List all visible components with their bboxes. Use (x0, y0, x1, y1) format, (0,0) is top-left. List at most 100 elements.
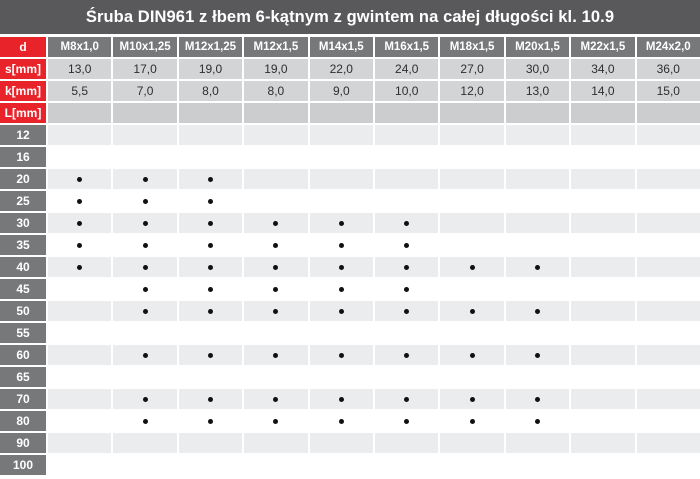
availability-cell (113, 367, 177, 387)
availability-cell (178, 345, 243, 365)
availability-dot (142, 396, 148, 402)
availability-cell (440, 147, 504, 167)
availability-dot (469, 396, 475, 402)
availability-cell (636, 235, 700, 255)
availability-dot (404, 352, 410, 358)
availability-cell (178, 301, 243, 321)
availability-cell (505, 257, 570, 277)
availability-cell (636, 345, 700, 365)
dimension-value: 30,0 (505, 59, 570, 79)
availability-cell (113, 125, 177, 145)
availability-cell (375, 169, 439, 189)
availability-dot (207, 308, 213, 314)
availability-dot (273, 264, 279, 270)
availability-dot (77, 198, 83, 204)
availability-cell (505, 389, 570, 409)
length-section-cell (113, 103, 177, 123)
availability-cell (505, 301, 570, 321)
length-row-label: 60 (0, 345, 46, 365)
availability-cell (48, 345, 112, 365)
availability-dot (207, 220, 213, 226)
availability-cell (375, 257, 439, 277)
availability-cell (571, 191, 635, 211)
availability-dot (273, 286, 279, 292)
availability-cell (375, 411, 439, 431)
availability-dot (469, 264, 475, 270)
availability-dot (207, 198, 213, 204)
availability-cell (505, 279, 570, 299)
dimension-value: 19,0 (178, 59, 243, 79)
length-row-label: 45 (0, 279, 46, 299)
availability-cell (309, 455, 373, 475)
availability-cell (571, 257, 635, 277)
availability-dot (404, 308, 410, 314)
availability-cell (244, 301, 308, 321)
availability-dot (142, 264, 148, 270)
availability-cell (309, 345, 373, 365)
availability-cell (48, 367, 112, 387)
availability-dot (404, 264, 410, 270)
availability-cell (113, 455, 177, 475)
availability-dot (534, 418, 540, 424)
availability-cell (244, 213, 308, 233)
availability-cell (571, 389, 635, 409)
length-section-cell (48, 103, 112, 123)
availability-dot (207, 418, 213, 424)
availability-dot (142, 220, 148, 226)
availability-cell (309, 323, 373, 343)
availability-cell (244, 235, 308, 255)
length-row-label: 20 (0, 169, 46, 189)
length-row-label: 70 (0, 389, 46, 409)
availability-cell (636, 455, 700, 475)
availability-dot (77, 176, 83, 182)
availability-cell (440, 235, 504, 255)
dimension-value: 13,0 (505, 81, 570, 101)
length-row-label: 30 (0, 213, 46, 233)
availability-cell (48, 455, 112, 475)
availability-dot (273, 308, 279, 314)
column-header: M8x1,0 (48, 37, 112, 57)
availability-cell (178, 257, 243, 277)
availability-cell (178, 125, 243, 145)
availability-dot (404, 418, 410, 424)
availability-dot (404, 396, 410, 402)
length-section-cell (375, 103, 439, 123)
availability-cell (48, 147, 112, 167)
column-header: M22x1,5 (571, 37, 635, 57)
availability-dot (142, 352, 148, 358)
availability-cell (244, 257, 308, 277)
availability-cell (113, 213, 177, 233)
availability-cell (440, 411, 504, 431)
availability-cell (244, 433, 308, 453)
column-header: M16x1,5 (375, 37, 439, 57)
availability-cell (309, 389, 373, 409)
availability-dot (534, 308, 540, 314)
availability-cell (636, 191, 700, 211)
availability-cell (440, 301, 504, 321)
availability-cell (48, 389, 112, 409)
dimension-value: 5,5 (48, 81, 112, 101)
length-section-cell (571, 103, 635, 123)
availability-cell (178, 433, 243, 453)
availability-dot (404, 286, 410, 292)
availability-cell (505, 455, 570, 475)
availability-dot (207, 286, 213, 292)
availability-dot (77, 242, 83, 248)
availability-cell (505, 433, 570, 453)
dimension-value: 22,0 (309, 59, 373, 79)
availability-cell (636, 279, 700, 299)
dimension-value: 7,0 (113, 81, 177, 101)
column-header: M18x1,5 (440, 37, 504, 57)
availability-cell (440, 279, 504, 299)
availability-cell (48, 411, 112, 431)
availability-cell (375, 191, 439, 211)
availability-cell (505, 169, 570, 189)
dimension-row-label: s[mm] (0, 59, 46, 79)
availability-cell (440, 191, 504, 211)
availability-dot (142, 198, 148, 204)
availability-cell (571, 345, 635, 365)
availability-cell (571, 213, 635, 233)
availability-cell (571, 455, 635, 475)
availability-cell (505, 235, 570, 255)
